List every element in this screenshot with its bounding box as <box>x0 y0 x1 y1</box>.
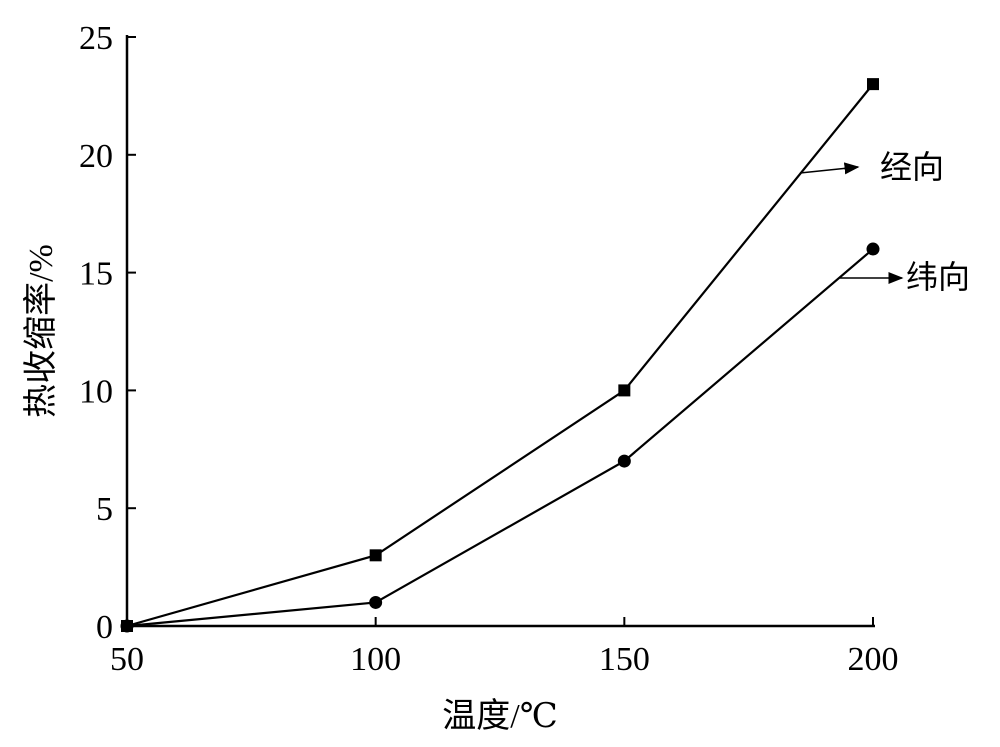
x-tick-label: 100 <box>350 641 401 678</box>
circle-marker <box>120 619 134 633</box>
square-marker <box>867 78 879 91</box>
y-tick-label: 5 <box>96 491 113 528</box>
ticks: 50 100 150 200 0 5 10 15 20 25 <box>79 20 899 678</box>
y-axis-label: 热收缩率/% <box>22 244 60 418</box>
series-line-1 <box>126 83 874 628</box>
circle-marker <box>369 595 383 609</box>
y-tick-label: 15 <box>79 256 113 293</box>
x-axis-label: 温度/℃ <box>442 697 557 735</box>
circle-marker <box>866 242 880 256</box>
series <box>120 78 880 633</box>
x-tick-label: 50 <box>110 641 144 678</box>
x-tick-label: 150 <box>599 641 650 678</box>
square-marker <box>369 549 382 562</box>
y-tick-label: 20 <box>79 138 113 175</box>
series-line-2 <box>126 248 874 628</box>
y-tick-label: 25 <box>79 20 113 57</box>
y-tick-label: 0 <box>96 609 113 646</box>
y-tick-label: 10 <box>79 373 113 410</box>
series-label: 纬向 <box>906 259 970 295</box>
axes <box>125 35 875 628</box>
square-marker <box>618 384 631 397</box>
circle-marker <box>617 454 631 468</box>
x-tick-label: 200 <box>848 641 899 678</box>
series-label: 经向 <box>880 149 944 185</box>
annotation-arrow <box>799 162 860 175</box>
